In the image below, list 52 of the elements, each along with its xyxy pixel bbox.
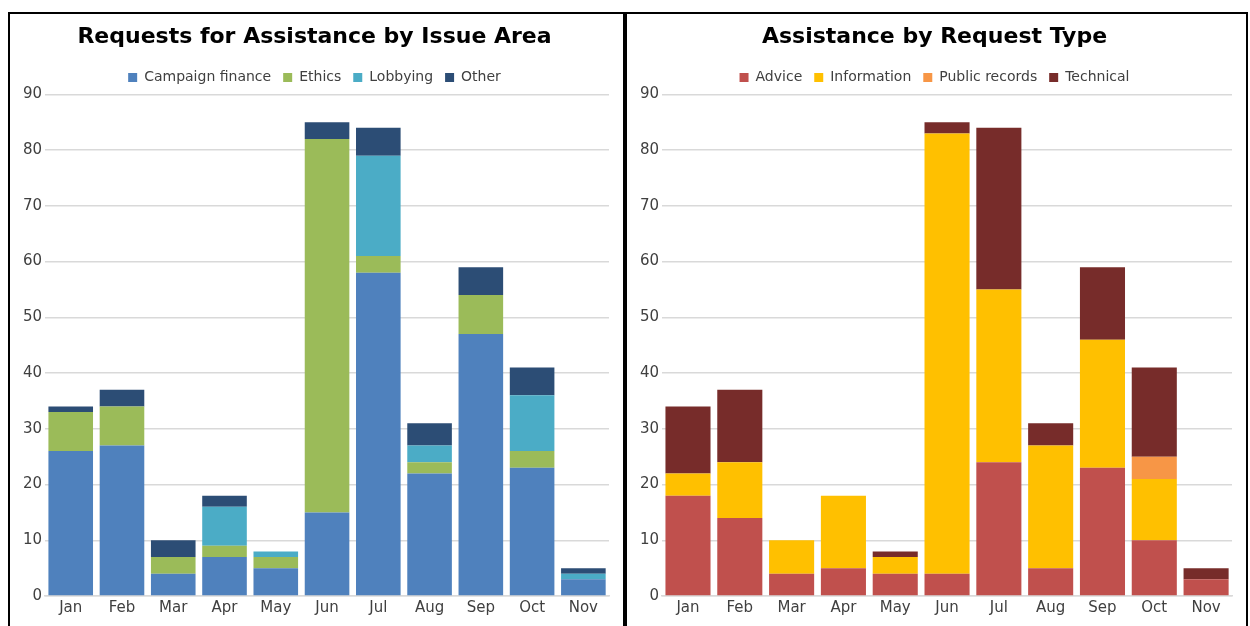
y-tick-label: 20 (22, 474, 43, 493)
y-tick-label: 50 (22, 307, 43, 326)
y-tick-label: 50 (639, 307, 660, 326)
legend-label: Public records (939, 68, 1038, 85)
y-tick-label: 60 (22, 251, 43, 270)
y-tick-label: 70 (639, 195, 660, 214)
legend-label: Lobbying (369, 68, 434, 85)
x-tick-label: Jun (934, 597, 959, 616)
y-tick-label: 20 (639, 474, 660, 493)
y-tick-label: 0 (32, 585, 43, 604)
y-tick-label: 0 (649, 585, 660, 604)
y-tick-label: 90 (639, 84, 660, 103)
x-tick-label: Aug (414, 597, 445, 616)
x-tick-label: Feb (108, 597, 136, 616)
legend-label: Other (461, 68, 502, 85)
x-tick-label: Feb (726, 597, 754, 616)
x-tick-label: Apr (211, 597, 239, 616)
legend-label: Technical (1064, 68, 1130, 85)
chart-title: Assistance by Request Type (761, 22, 1108, 48)
legend-label: Advice (755, 68, 803, 85)
y-tick-label: 90 (22, 84, 43, 103)
chart-title: Requests for Assistance by Issue Area (77, 22, 552, 48)
y-tick-label: 60 (639, 251, 660, 270)
x-tick-label: Mar (777, 597, 807, 616)
y-tick-label: 80 (22, 140, 43, 159)
x-tick-label: Jan (58, 597, 83, 616)
y-tick-label: 80 (639, 140, 660, 159)
x-tick-label: May (260, 597, 292, 616)
legend-label: Ethics (299, 68, 342, 85)
x-tick-label: Sep (466, 597, 495, 616)
x-tick-label: Jun (314, 597, 339, 616)
legend-label: Information (830, 68, 912, 85)
x-tick-label: Sep (1088, 597, 1117, 616)
x-tick-label: Jul (988, 597, 1008, 616)
x-tick-label: Nov (1191, 597, 1221, 616)
x-tick-label: Jan (675, 597, 700, 616)
y-tick-label: 40 (22, 362, 43, 381)
x-tick-label: Nov (568, 597, 599, 616)
y-tick-label: 10 (22, 530, 43, 549)
x-tick-label: May (879, 597, 911, 616)
y-tick-label: 10 (639, 530, 660, 549)
y-tick-label: 40 (639, 362, 660, 381)
legend-label: Campaign finance (144, 68, 272, 85)
x-tick-label: Oct (519, 597, 546, 616)
y-tick-label: 30 (639, 418, 660, 437)
x-tick-label: Oct (1141, 597, 1168, 616)
y-tick-label: 70 (22, 195, 43, 214)
x-tick-label: Mar (159, 597, 189, 616)
x-tick-label: Jul (368, 597, 388, 616)
x-tick-label: Aug (1036, 597, 1066, 616)
x-tick-label: Apr (830, 597, 858, 616)
y-tick-label: 30 (22, 418, 43, 437)
